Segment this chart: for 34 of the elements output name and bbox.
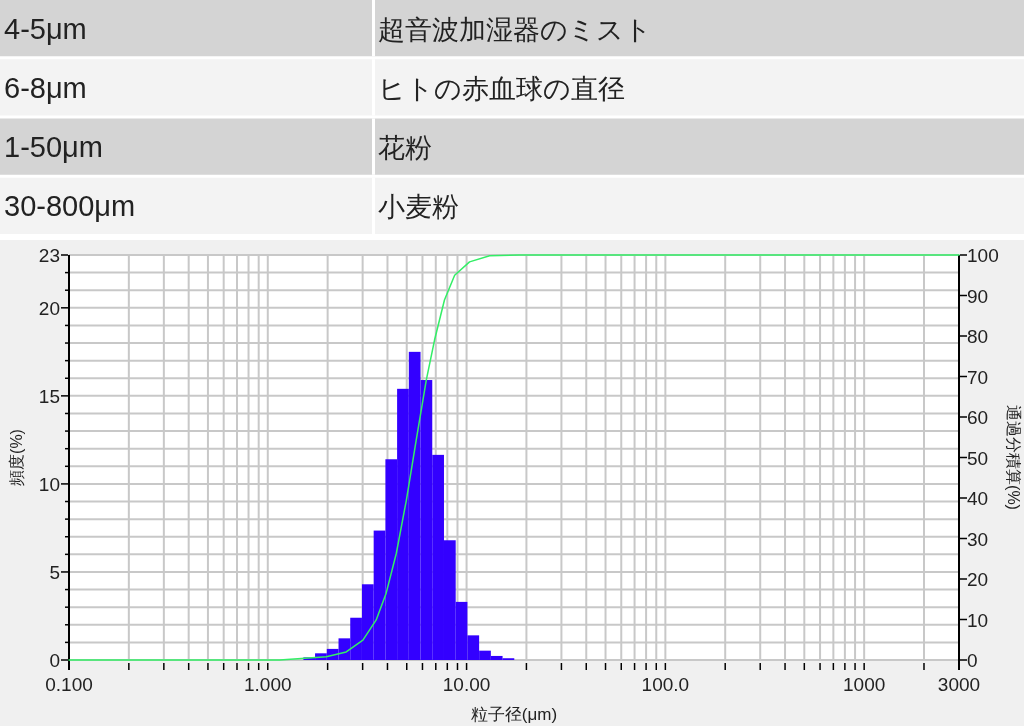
y2-tick-label: 90 — [967, 285, 989, 307]
x-tick-label: 3000 — [937, 674, 981, 695]
y-tick-label: 23 — [38, 245, 60, 266]
text: 花粉 — [378, 133, 432, 164]
y-tick-label: 0 — [49, 650, 60, 671]
y-tick-label: 20 — [38, 297, 60, 319]
x-tick-label: 1.000 — [244, 674, 292, 695]
x-tick-label: 1000 — [843, 674, 886, 695]
y2-axis-title: 通過分積算(%) — [1005, 405, 1022, 510]
y2-tick-label: 50 — [967, 447, 989, 469]
y2-tick-label: 60 — [967, 407, 989, 428]
x-tick-label: 0.100 — [45, 674, 93, 695]
text: 30-800μm — [4, 190, 136, 223]
y-axis-title: 頻度(%) — [8, 429, 25, 486]
y2-tick-label: 40 — [967, 488, 989, 509]
y2-tick-label: 0 — [967, 650, 978, 671]
text: 6-8μm — [4, 71, 87, 104]
y2-tick-label: 80 — [967, 326, 989, 347]
y-tick-label: 10 — [38, 473, 60, 495]
y2-tick-label: 100 — [967, 245, 999, 266]
x-tick-label: 10.00 — [442, 674, 491, 695]
text: 4-5μm — [4, 12, 87, 45]
text: 超音波加湿器のミスト — [378, 14, 652, 45]
x-tick-label: 100.0 — [641, 674, 690, 695]
text: 小麦粉 — [378, 192, 459, 223]
y-tick-label: 5 — [49, 561, 60, 583]
y2-tick-label: 30 — [967, 528, 989, 550]
text: ヒトの赤血球の直径 — [378, 73, 625, 104]
y2-tick-label: 20 — [967, 569, 989, 590]
x-axis-title: 粒子径(μm) — [470, 705, 558, 724]
text: 1-50μm — [4, 131, 103, 164]
y2-tick-label: 10 — [967, 609, 989, 631]
y-tick-label: 15 — [38, 385, 60, 407]
y2-tick-label: 70 — [967, 366, 989, 388]
